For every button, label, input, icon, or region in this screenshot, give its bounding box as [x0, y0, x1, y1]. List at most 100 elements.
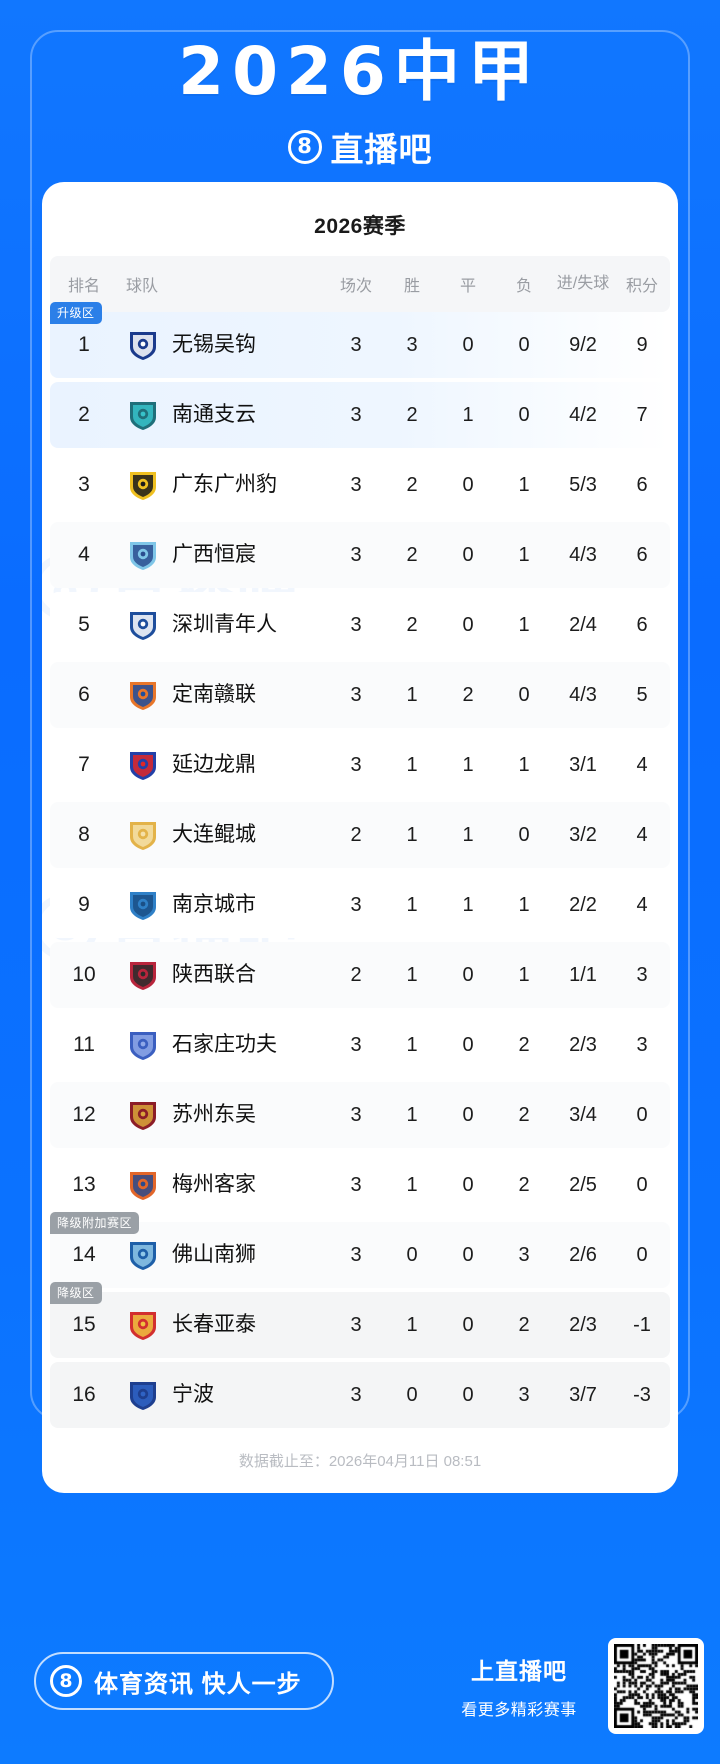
cell-win: 1 — [406, 683, 418, 706]
table-row[interactable]: 2 南通支云 3 2 1 0 4/2 7 — [50, 382, 670, 448]
cell-draw: 0 — [462, 1173, 474, 1196]
cell-rank: 16 — [72, 1383, 96, 1406]
cell-points: 3 — [636, 963, 648, 986]
column-header-goals: 进/失球 — [556, 275, 610, 293]
cell-played: 3 — [350, 893, 362, 916]
cell-team[interactable]: 延边龙鼎 — [118, 748, 328, 782]
dingnan-ganlian-crest — [126, 678, 160, 712]
cell-draw: 0 — [462, 1103, 474, 1126]
cell-rank: 9 — [78, 893, 90, 916]
cell-team[interactable]: 大连鲲城 — [118, 818, 328, 852]
cell-team[interactable]: 苏州东吴 — [118, 1098, 328, 1132]
cell-points: 0 — [636, 1243, 648, 1266]
eight-logo-icon: 8 — [287, 129, 322, 164]
data-timestamp: 数据截止至：2026年04月11日 08:51 — [238, 1453, 482, 1470]
table-row[interactable]: 9 南京城市 3 1 1 1 2/2 4 — [50, 872, 670, 938]
column-header-draw: 平 — [459, 278, 476, 295]
table-row[interactable]: 10 陕西联合 2 1 0 1 1/1 3 — [50, 942, 670, 1008]
cell-goals: 2/3 — [569, 1033, 597, 1056]
cell-team[interactable]: 无锡吴钩 — [118, 328, 328, 362]
qr-code-icon[interactable] — [608, 1638, 704, 1734]
cell-loss: 3 — [518, 1243, 530, 1266]
cell-played: 3 — [350, 543, 362, 566]
eight-logo-icon: 8 — [50, 1665, 82, 1697]
table-row[interactable]: 6 定南赣联 3 1 2 0 4/3 5 — [50, 662, 670, 728]
cell-rank: 8 — [78, 823, 90, 846]
cell-win: 0 — [406, 1383, 418, 1406]
cell-points: 0 — [636, 1173, 648, 1196]
cell-team[interactable]: 佛山南狮 — [118, 1238, 328, 1272]
sports-news-pill[interactable]: 8 体育资讯 快人一步 — [34, 1652, 334, 1710]
cell-goals: 3/2 — [569, 823, 597, 846]
cell-team[interactable]: 长春亚泰 — [118, 1308, 328, 1342]
cell-draw: 0 — [462, 963, 474, 986]
cell-loss: 0 — [518, 823, 530, 846]
cell-played: 2 — [350, 963, 362, 986]
cell-goals: 4/2 — [569, 403, 597, 426]
table-row[interactable]: 16 宁波 3 0 0 3 3/7 -3 — [50, 1362, 670, 1428]
cell-points: -1 — [633, 1313, 651, 1336]
table-row[interactable]: 7 延边龙鼎 3 1 1 1 3/1 4 — [50, 732, 670, 798]
cell-played: 3 — [350, 1033, 362, 1056]
cell-team[interactable]: 定南赣联 — [118, 678, 328, 712]
cell-team[interactable]: 南通支云 — [118, 398, 328, 432]
team-name: 定南赣联 — [172, 682, 256, 706]
cell-points: 3 — [636, 1033, 648, 1056]
cell-goals: 2/5 — [569, 1173, 597, 1196]
cell-rank: 6 — [78, 683, 90, 706]
table-row[interactable]: 升级区 1 无锡吴钩 3 3 0 0 9/2 9 — [50, 302, 670, 378]
bottom-bar: 8 体育资讯 快人一步 上直播吧 看更多精彩赛事 — [0, 1600, 720, 1764]
cell-team[interactable]: 深圳青年人 — [118, 608, 328, 642]
table-row[interactable]: 降级附加赛区 14 佛山南狮 3 0 0 3 2/6 0 — [50, 1212, 670, 1288]
cell-team[interactable]: 石家庄功夫 — [118, 1028, 328, 1062]
cell-goals: 2/4 — [569, 613, 597, 636]
cell-win: 1 — [406, 823, 418, 846]
cell-win: 1 — [406, 893, 418, 916]
cell-draw: 0 — [462, 333, 474, 356]
table-row[interactable]: 4 广西恒宸 3 2 0 1 4/3 6 — [50, 522, 670, 588]
cell-rank: 11 — [73, 1033, 95, 1056]
table-row[interactable]: 3 广东广州豹 3 2 0 1 5/3 6 — [50, 452, 670, 518]
cell-win: 2 — [406, 543, 418, 566]
table-row[interactable]: 降级区 15 长春亚泰 3 1 0 2 2/3 -1 — [50, 1282, 670, 1358]
changchun-yatai-crest — [126, 1308, 160, 1342]
cell-played: 3 — [350, 1313, 362, 1336]
nanjing-city-crest — [126, 888, 160, 922]
shijiazhuang-gongfu-crest — [126, 1028, 160, 1062]
page-title: 2026中甲 — [178, 33, 542, 110]
table-row[interactable]: 5 深圳青年人 3 2 0 1 2/4 6 — [50, 592, 670, 658]
cell-played: 3 — [350, 333, 362, 356]
cell-points: 4 — [636, 823, 648, 846]
cell-draw: 0 — [462, 473, 474, 496]
shaanxi-union-crest — [126, 958, 160, 992]
table-row[interactable]: 13 梅州客家 3 1 0 2 2/5 0 — [50, 1152, 670, 1218]
qr-code-canvas — [614, 1644, 698, 1728]
cell-goals: 2/6 — [569, 1243, 597, 1266]
cell-win: 1 — [406, 963, 418, 986]
cell-loss: 1 — [518, 543, 530, 566]
cell-points: 6 — [636, 473, 648, 496]
team-name: 石家庄功夫 — [172, 1032, 277, 1056]
cell-team[interactable]: 梅州客家 — [118, 1168, 328, 1202]
cell-loss: 1 — [518, 753, 530, 776]
cell-team[interactable]: 南京城市 — [118, 888, 328, 922]
cell-goals: 2/3 — [569, 1313, 597, 1336]
column-header-points: 积分 — [625, 278, 658, 295]
cell-team[interactable]: 宁波 — [118, 1378, 328, 1412]
ningbo-crest — [126, 1378, 160, 1412]
promo-title: 上直播吧 — [471, 1658, 567, 1684]
table-row[interactable]: 11 石家庄功夫 3 1 0 2 2/3 3 — [50, 1012, 670, 1078]
cell-played: 3 — [350, 1243, 362, 1266]
cell-team[interactable]: 广西恒宸 — [118, 538, 328, 572]
team-name: 宁波 — [172, 1382, 214, 1406]
cell-loss: 0 — [518, 683, 530, 706]
team-name: 延边龙鼎 — [172, 752, 256, 776]
table-row[interactable]: 8 大连鲲城 2 1 1 0 3/2 4 — [50, 802, 670, 868]
cell-rank: 7 — [78, 753, 90, 776]
cell-team[interactable]: 广东广州豹 — [118, 468, 328, 502]
cell-points: 5 — [636, 683, 648, 706]
table-row[interactable]: 12 苏州东吴 3 1 0 2 3/4 0 — [50, 1082, 670, 1148]
cell-draw: 0 — [462, 543, 474, 566]
standings-card: 2026赛季 8 直播吧 8 直播吧 排名 球队 场次 胜 平 负 进/失球 积… — [42, 182, 678, 1493]
cell-team[interactable]: 陕西联合 — [118, 958, 328, 992]
